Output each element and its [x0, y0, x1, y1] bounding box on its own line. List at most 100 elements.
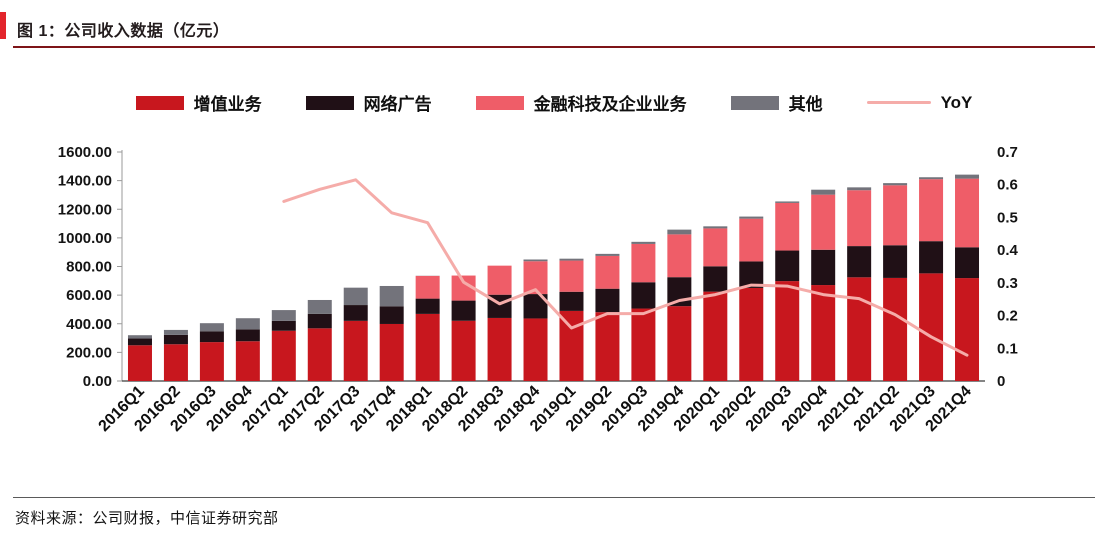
bar-segment — [883, 183, 908, 186]
x-axis-label: 2020Q1 — [671, 383, 723, 435]
y-axis-left-tick-label: 1600.00 — [58, 144, 112, 161]
bar-segment — [127, 338, 152, 346]
legend-swatch-vas — [135, 95, 184, 110]
x-axis-label: 2017Q1 — [239, 383, 291, 435]
bar-segment — [631, 308, 656, 381]
bar-segment — [379, 323, 404, 381]
bar-segment — [487, 317, 512, 381]
legend-item-vas: 增值业务 — [135, 90, 262, 115]
x-axis-label: 2019Q2 — [563, 383, 615, 435]
y-axis-left-tick-label: 1200.00 — [58, 201, 112, 218]
bar-segment — [163, 329, 188, 335]
bar-segment — [775, 281, 800, 381]
bar-segment — [811, 249, 836, 286]
bar-segment — [559, 258, 584, 261]
bar-segment — [595, 255, 620, 289]
legend-line-swatch-yoy — [866, 101, 931, 104]
y-axis-right-tick-label: 0.2 — [997, 308, 1018, 325]
x-axis-label: 2016Q4 — [203, 383, 255, 435]
y-axis-left-tick-label: 600.00 — [66, 287, 112, 304]
x-axis-label: 2021Q3 — [887, 383, 939, 435]
bar-segment — [307, 313, 332, 329]
bar-segment — [955, 278, 980, 381]
y-axis-left-tick-label: 200.00 — [66, 344, 112, 361]
bar-segment — [199, 331, 224, 343]
bar-segment — [523, 261, 548, 295]
bar-segment — [883, 185, 908, 246]
legend-label-fintech: 金融科技及企业业务 — [533, 95, 687, 114]
bar-segment — [955, 178, 980, 248]
y-axis-left-tick-label: 400.00 — [66, 316, 112, 333]
legend-item-ads: 网络广告 — [305, 90, 432, 115]
x-axis-label: 2016Q3 — [167, 383, 219, 435]
x-axis-label: 2018Q4 — [491, 383, 543, 435]
legend-swatch-other — [730, 95, 779, 110]
bar-segment — [631, 241, 656, 244]
bar-segment — [739, 287, 764, 381]
bar-segment — [955, 247, 980, 279]
bar-segment — [811, 194, 836, 250]
chart-legend: 增值业务 网络广告 金融科技及企业业务 其他 YoY — [0, 90, 1108, 115]
y-axis-left-tick-label: 1000.00 — [58, 230, 112, 247]
bar-segment — [847, 246, 872, 278]
bar-segment — [703, 226, 728, 229]
legend-label-ads: 网络广告 — [363, 95, 432, 114]
bar-segment — [307, 328, 332, 381]
x-axis-label: 2020Q3 — [743, 383, 795, 435]
x-axis-label: 2019Q4 — [635, 383, 687, 435]
bar-segment — [703, 291, 728, 381]
legend-swatch-ads — [305, 95, 354, 110]
bar-segment — [307, 299, 332, 314]
bar-segment — [235, 341, 260, 381]
bar-segment — [487, 294, 512, 318]
yoy-line — [282, 178, 969, 357]
bar-segment — [919, 179, 944, 242]
figure-title: 图 1：公司收入数据（亿元） — [17, 23, 230, 40]
x-axis-label: 2019Q1 — [527, 383, 579, 435]
x-axis-label: 2020Q4 — [779, 383, 831, 435]
bar-segment — [595, 253, 620, 256]
x-axis-label: 2021Q4 — [923, 383, 975, 435]
source-note: 资料来源：公司财报，中信证券研究部 — [15, 510, 279, 527]
y-axis-left-tick-label: 0.00 — [83, 373, 112, 390]
bar-segment — [775, 250, 800, 282]
bar-segment — [523, 294, 548, 319]
bar-segment — [919, 177, 944, 180]
bar-segment — [667, 229, 692, 235]
bar-segment — [523, 259, 548, 262]
bar-segment — [199, 323, 224, 332]
bar-segment — [667, 234, 692, 278]
y-axis-right-tick-label: 0.1 — [997, 340, 1018, 357]
bar-segment — [451, 320, 476, 381]
bar-segment — [559, 310, 584, 381]
bar-segment — [811, 285, 836, 381]
y-axis-right-tick-label: 0 — [997, 373, 1005, 390]
bar-segment — [775, 202, 800, 251]
bar-segment — [667, 277, 692, 307]
bar-segment — [919, 273, 944, 381]
bar-segment — [127, 345, 152, 381]
legend-item-yoy: YoY — [866, 93, 972, 113]
bar-segment — [883, 277, 908, 381]
x-axis-label: 2020Q2 — [707, 383, 759, 435]
bar-segment — [343, 320, 368, 381]
legend-label-vas: 增值业务 — [193, 95, 262, 114]
bar-segment — [631, 282, 656, 309]
bar-segment — [415, 298, 440, 314]
bar-segment — [847, 277, 872, 381]
red-accent-mark — [0, 12, 6, 39]
x-axis-label: 2021Q1 — [815, 383, 867, 435]
bar-segment — [415, 313, 440, 381]
x-axis-label: 2018Q1 — [383, 383, 435, 435]
bar-segment — [703, 228, 728, 267]
bar-segment — [379, 306, 404, 324]
bar-segment — [739, 218, 764, 262]
bar-segment — [739, 216, 764, 219]
legend-swatch-fintech — [475, 95, 524, 110]
x-axis-label: 2018Q2 — [419, 383, 471, 435]
bar-segment — [199, 342, 224, 381]
x-axis-label: 2016Q1 — [96, 383, 148, 435]
x-axis-label: 2021Q2 — [851, 383, 903, 435]
bar-segment — [235, 318, 260, 330]
